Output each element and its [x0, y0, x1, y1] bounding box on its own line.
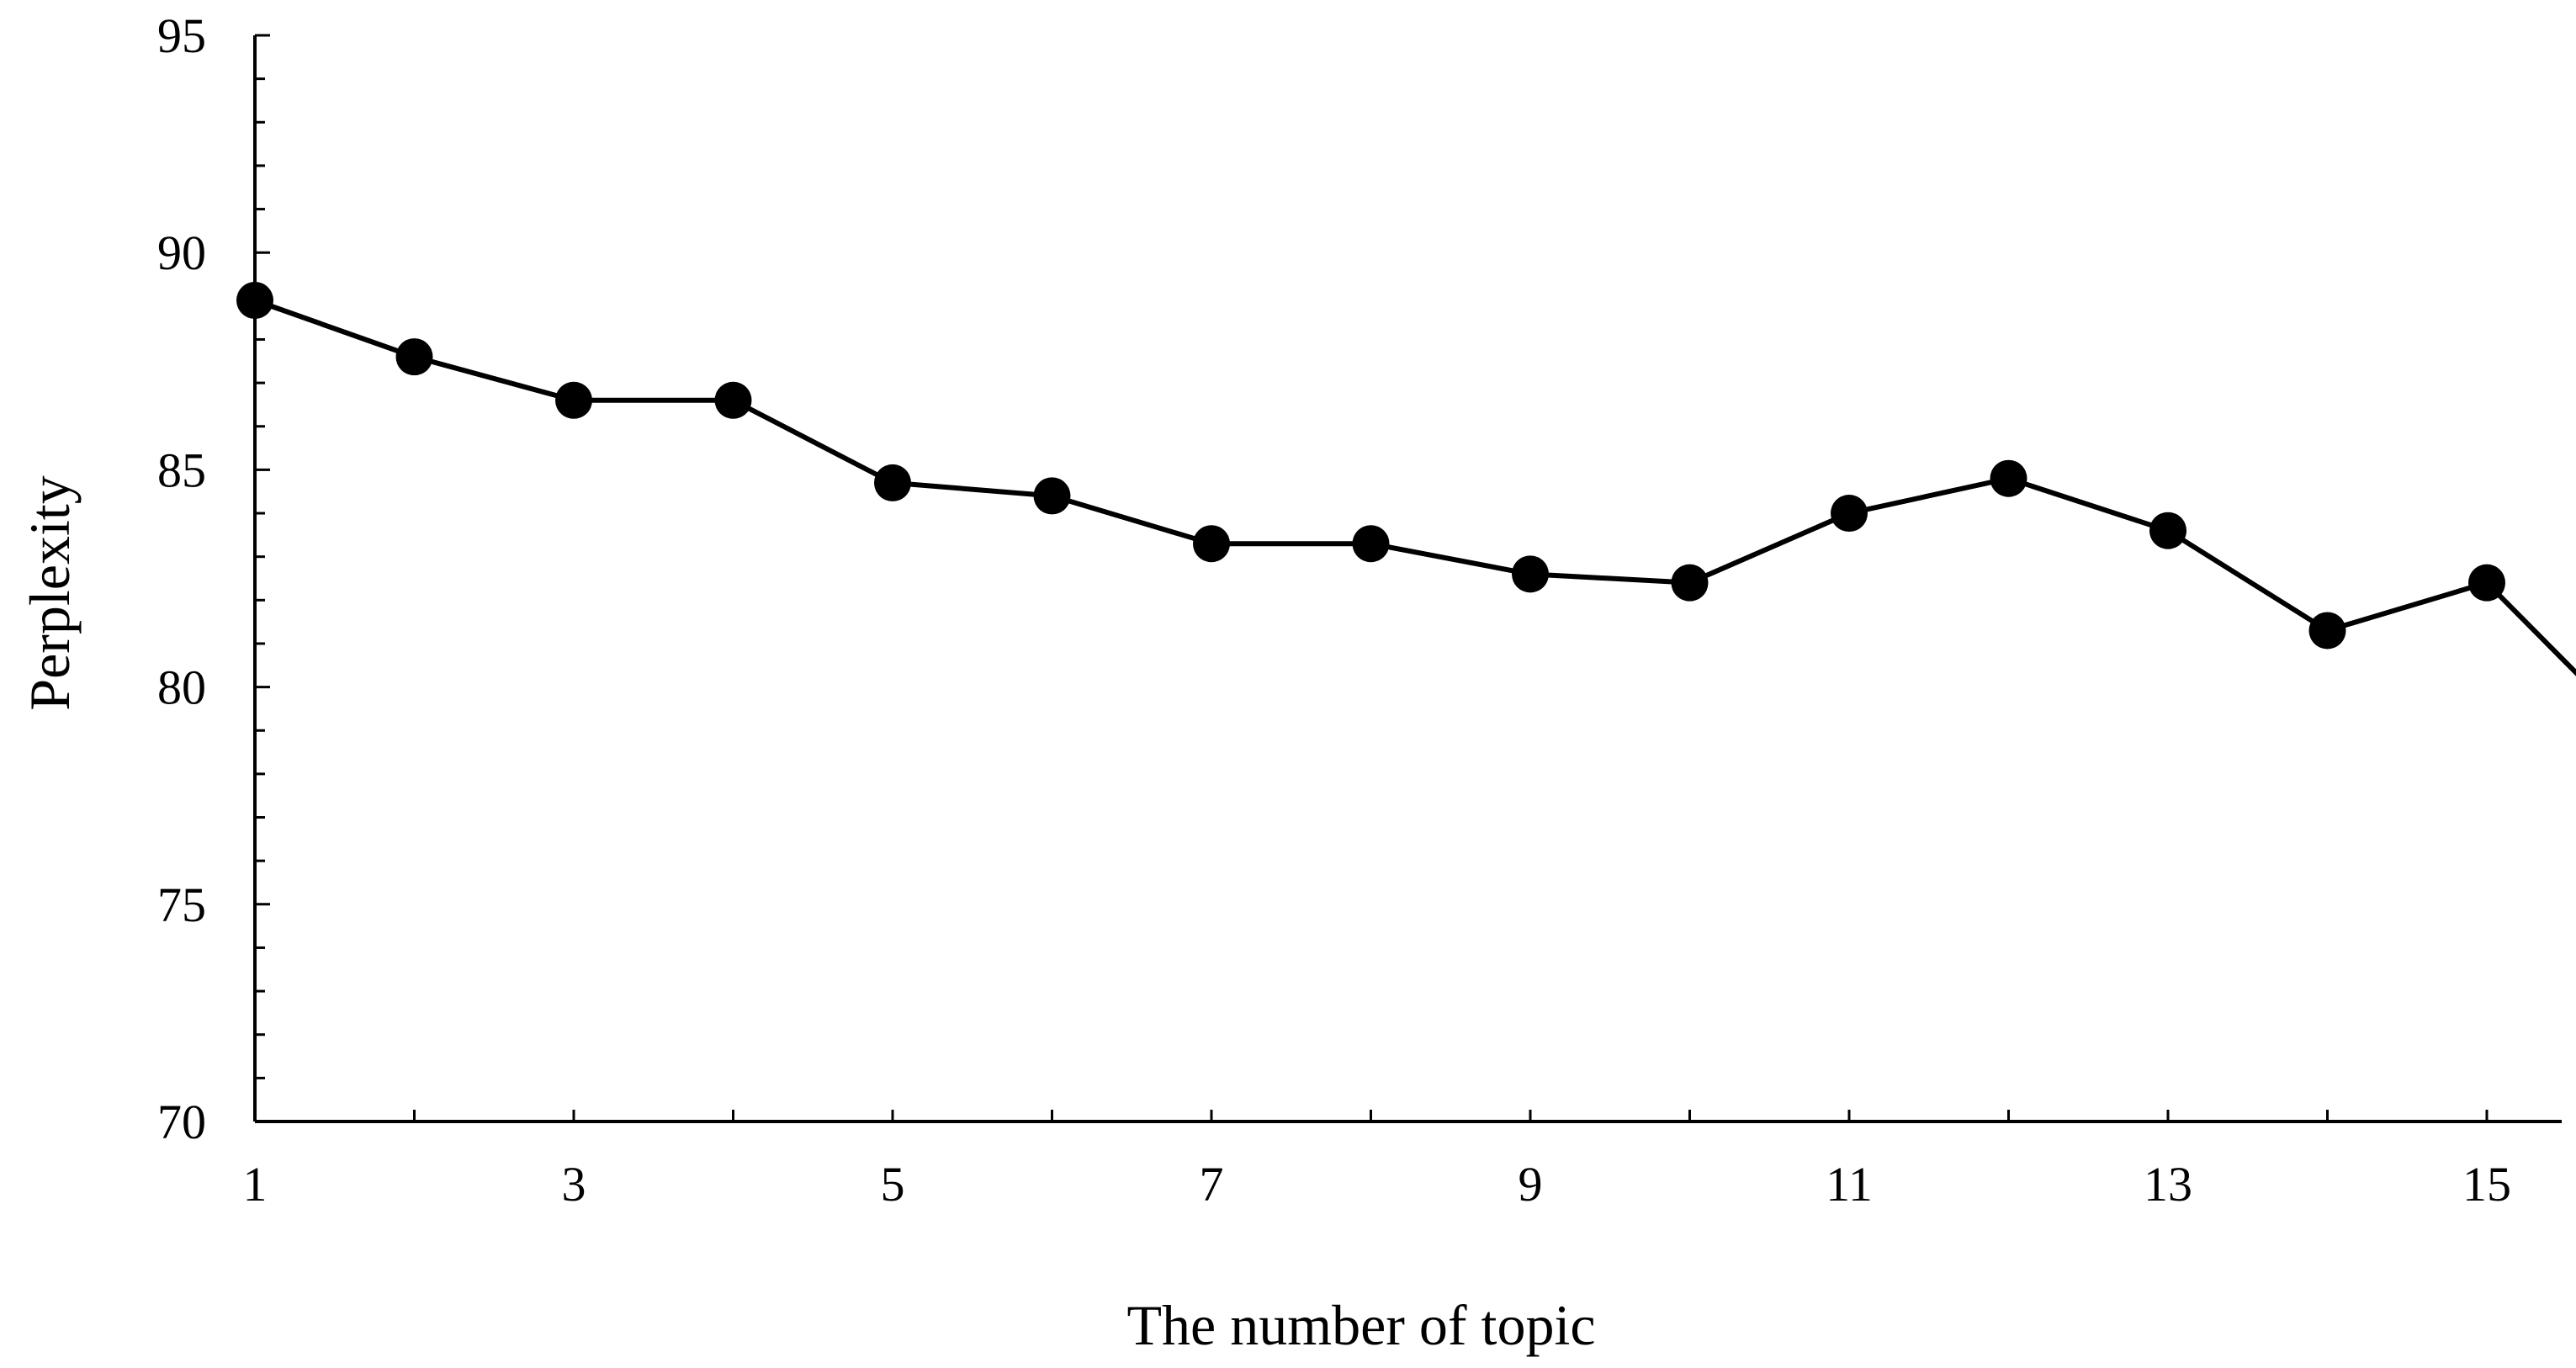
y-axis-title: Perplexity — [18, 475, 82, 711]
x-tick-label: 3 — [562, 1157, 586, 1212]
data-point — [555, 381, 592, 419]
y-tick-label: 95 — [157, 8, 206, 63]
series-group — [236, 282, 2576, 676]
data-point — [714, 381, 752, 419]
data-point — [1671, 564, 1709, 602]
x-tick-label: 13 — [2144, 1157, 2192, 1212]
x-tick-label: 1 — [243, 1157, 268, 1212]
data-point — [2149, 512, 2186, 549]
series-line — [253, 298, 2576, 676]
x-tick-label: 15 — [2462, 1157, 2511, 1212]
data-point — [874, 464, 911, 501]
data-point — [1033, 477, 1071, 515]
x-tick-label: 11 — [1826, 1157, 1873, 1212]
axes — [253, 35, 2562, 1123]
y-tick-label: 90 — [157, 225, 206, 280]
data-point — [1512, 555, 1549, 593]
data-point — [236, 282, 273, 320]
y-axis-ticks — [255, 34, 270, 1123]
x-axis-title: The number of topic — [1126, 1293, 1595, 1357]
y-tick-label: 80 — [157, 660, 206, 715]
y-tick-label: 85 — [157, 443, 206, 497]
y-tick-label: 75 — [157, 878, 206, 932]
data-point — [2468, 564, 2505, 602]
y-axis-tick-labels: 70 75 80 85 90 95 — [157, 8, 206, 1149]
y-tick-label: 70 — [157, 1095, 206, 1149]
data-point — [1193, 525, 1230, 563]
data-point — [1831, 495, 1868, 533]
x-tick-label: 9 — [1519, 1157, 1543, 1212]
x-tick-label: 5 — [881, 1157, 905, 1212]
x-axis-ticks — [253, 1110, 2489, 1121]
x-axis-tick-labels: 13579111315171921232527 — [243, 1157, 2512, 1212]
data-point — [2308, 612, 2346, 650]
data-point — [395, 338, 433, 376]
data-point — [1990, 459, 2027, 497]
data-point — [1352, 525, 1390, 563]
x-tick-label: 7 — [1200, 1157, 1224, 1212]
